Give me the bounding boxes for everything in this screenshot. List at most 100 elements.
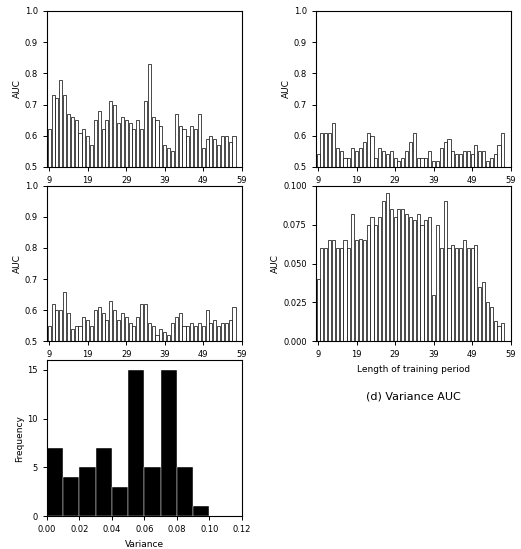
Bar xyxy=(225,323,228,497)
Bar xyxy=(320,132,324,323)
Bar xyxy=(340,248,343,341)
Bar xyxy=(490,158,493,323)
Bar xyxy=(320,248,324,341)
Bar xyxy=(470,154,474,323)
Bar xyxy=(144,102,147,323)
Bar xyxy=(140,130,143,323)
Bar xyxy=(63,292,66,497)
Bar xyxy=(117,123,120,323)
Bar xyxy=(386,193,389,341)
Bar xyxy=(71,329,74,497)
Bar xyxy=(367,225,370,341)
Bar xyxy=(175,114,178,323)
Bar xyxy=(190,323,193,497)
Bar xyxy=(155,335,158,497)
Bar xyxy=(393,217,396,341)
Bar xyxy=(163,332,166,497)
Bar xyxy=(121,117,124,323)
Bar xyxy=(370,217,374,341)
Bar xyxy=(482,282,485,341)
Bar xyxy=(217,145,220,323)
Bar xyxy=(455,154,458,323)
Bar xyxy=(448,139,451,323)
Bar xyxy=(229,142,232,323)
Y-axis label: Frequency: Frequency xyxy=(16,414,24,462)
Bar xyxy=(82,317,85,497)
Bar xyxy=(177,467,193,516)
Bar xyxy=(194,130,197,323)
Bar xyxy=(47,448,63,516)
Bar xyxy=(332,240,335,341)
Bar xyxy=(179,126,182,323)
Bar xyxy=(160,370,177,516)
Bar xyxy=(152,117,155,323)
Bar xyxy=(79,132,82,323)
Bar xyxy=(90,145,93,323)
Bar xyxy=(343,240,346,341)
Bar xyxy=(463,240,466,341)
Bar xyxy=(63,477,79,516)
Bar xyxy=(440,148,443,323)
Bar xyxy=(501,323,504,341)
Bar xyxy=(359,239,362,341)
Bar xyxy=(187,136,189,323)
Bar xyxy=(428,217,431,341)
Bar xyxy=(355,152,358,323)
Bar xyxy=(336,248,339,341)
Bar xyxy=(155,120,158,323)
Bar xyxy=(102,130,105,323)
Bar xyxy=(490,307,493,341)
Bar xyxy=(225,136,228,323)
Bar xyxy=(140,304,143,497)
Bar xyxy=(67,313,70,497)
Bar xyxy=(148,64,151,323)
Bar xyxy=(205,310,208,497)
Bar xyxy=(175,317,178,497)
Bar xyxy=(112,487,128,516)
Bar xyxy=(55,310,58,497)
Bar xyxy=(144,467,160,516)
Bar xyxy=(493,321,497,341)
Bar xyxy=(467,248,470,341)
Bar xyxy=(343,158,346,323)
Bar xyxy=(348,248,351,341)
Bar xyxy=(132,130,135,323)
Bar xyxy=(478,152,481,323)
Bar xyxy=(95,448,112,516)
Bar xyxy=(443,142,446,323)
Bar xyxy=(209,323,213,497)
Bar xyxy=(386,154,389,323)
Bar xyxy=(167,148,170,323)
Bar xyxy=(148,323,151,497)
Bar xyxy=(328,240,331,341)
Bar xyxy=(94,310,97,497)
Bar xyxy=(221,136,224,323)
Bar xyxy=(105,120,108,323)
Text: (c) Mean AUC: (c) Mean AUC xyxy=(106,391,182,401)
X-axis label: Length of training period: Length of training period xyxy=(356,365,470,374)
Bar xyxy=(398,161,401,323)
X-axis label: Variance: Variance xyxy=(125,540,164,548)
Bar xyxy=(86,320,89,497)
Text: (a) Maximum AUC: (a) Maximum AUC xyxy=(94,217,195,227)
Bar xyxy=(213,320,216,497)
Bar xyxy=(374,158,377,323)
Bar xyxy=(475,245,477,341)
Bar xyxy=(190,126,193,323)
Bar xyxy=(71,117,74,323)
Bar xyxy=(351,214,354,341)
Bar xyxy=(221,323,224,497)
Bar xyxy=(136,120,139,323)
Bar xyxy=(109,301,113,497)
Bar xyxy=(424,158,427,323)
Bar xyxy=(382,201,385,341)
Bar xyxy=(382,152,385,323)
Bar xyxy=(340,152,343,323)
Bar xyxy=(52,304,55,497)
Bar xyxy=(324,132,327,323)
Bar xyxy=(55,98,58,323)
Bar xyxy=(90,326,93,497)
Bar xyxy=(105,320,108,497)
Bar xyxy=(374,225,377,341)
Bar xyxy=(405,214,408,341)
